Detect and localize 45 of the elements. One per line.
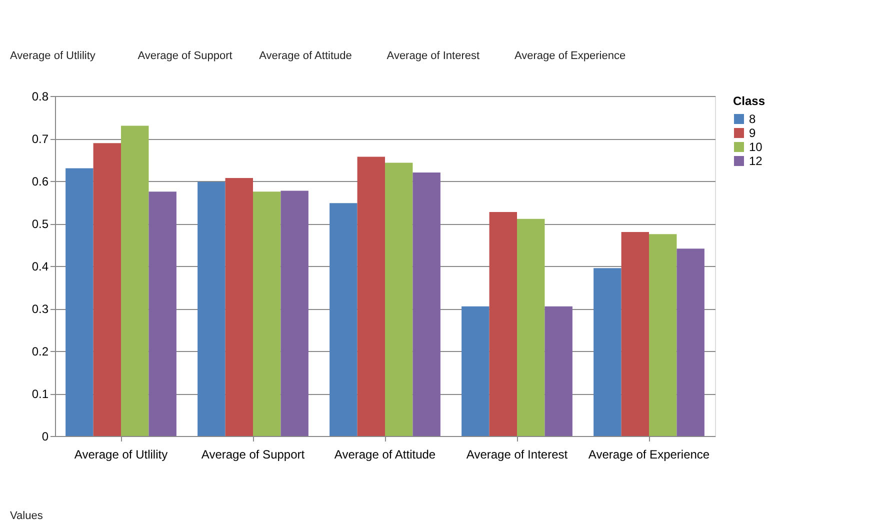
bar: [462, 306, 490, 436]
y-tick-label: 0.2: [32, 344, 49, 358]
x-tick-label: Average of Support: [201, 448, 306, 462]
bar: [676, 248, 704, 436]
bar: [385, 162, 413, 436]
text: Average of Attitude: [259, 50, 352, 62]
bar: [517, 218, 545, 436]
x-tick-label: Average of Utlility: [74, 448, 168, 462]
legend-label: 10: [749, 140, 763, 154]
legend-label: 9: [749, 126, 756, 140]
legend-label: 8: [749, 112, 756, 126]
bar: [357, 156, 385, 436]
text: Values: [10, 510, 44, 522]
y-tick-label: 0.6: [32, 174, 49, 188]
y-tick-label: 0.1: [32, 387, 49, 401]
y-tick-label: 0.7: [32, 132, 49, 146]
y-tick-label: 0.3: [32, 302, 49, 316]
text: Average of Interest: [386, 50, 480, 62]
y-tick-label: 0.8: [32, 90, 49, 104]
bar: [66, 168, 94, 436]
bar: [544, 306, 572, 436]
bar: [594, 268, 622, 436]
bar: [198, 182, 226, 436]
bar: [649, 234, 677, 436]
bar: [253, 192, 281, 436]
bar: [280, 190, 308, 436]
legend-title: Class: [733, 94, 766, 108]
bar: [121, 126, 149, 436]
y-tick-label: 0.4: [32, 260, 49, 274]
bar: [225, 178, 253, 436]
text: Average of Support: [138, 50, 232, 62]
y-tick-label: 0.5: [32, 217, 49, 231]
x-tick-label: Average of Attitude: [334, 448, 436, 462]
x-tick-label: Average of Interest: [466, 448, 568, 462]
x-tick-label: Average of Experience: [588, 448, 710, 462]
bar: [412, 172, 440, 436]
legend-label: 12: [749, 154, 763, 168]
y-tick-label: 0: [42, 430, 49, 444]
bar: [489, 212, 517, 436]
bar: [148, 192, 176, 436]
bar: [93, 143, 121, 436]
bar: [330, 203, 358, 436]
bar: [621, 232, 649, 436]
text: Average of Experience: [514, 50, 626, 62]
text: Average of Utlility: [10, 50, 96, 62]
